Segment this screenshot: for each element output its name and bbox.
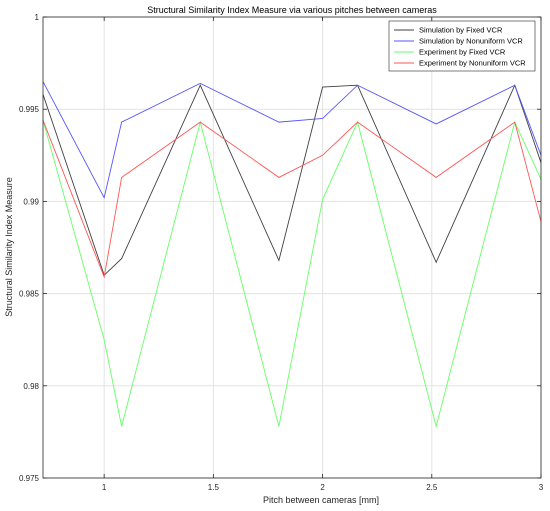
legend: Simulation by Fixed VCR Simulation by Non…: [388, 20, 536, 72]
y-tick-label: 0.995: [19, 105, 40, 114]
series-line-1: [42, 83, 542, 276]
y-tick-label: 0.985: [19, 290, 40, 299]
y-axis-title: Structural Similarity Index Measure: [4, 177, 14, 317]
legend-label: Experiment by Nonuniform VCR: [419, 59, 526, 68]
tick-labels: 1 1.5 2 2.5 3 0.975 0.98 0.985 0.99 0.995 1: [19, 13, 544, 492]
x-tick-label: 1: [102, 483, 107, 492]
chart-title: Structural Similarity Index Measure via …: [147, 5, 437, 15]
legend-label: Simulation by Nonuniform VCR: [419, 37, 523, 46]
y-tick-label: 1: [35, 13, 40, 22]
series-line-3: [42, 120, 542, 429]
series-line-4: [42, 120, 542, 279]
legend-label: Experiment by Fixed VCR: [419, 48, 506, 57]
y-tick-label: 0.99: [23, 197, 39, 206]
plot-area: [43, 17, 541, 478]
y-tick-label: 0.98: [23, 382, 39, 391]
x-tick-label: 3: [539, 483, 544, 492]
plot-background: [43, 17, 541, 478]
x-tick-label: 2.5: [426, 483, 438, 492]
legend-label: Simulation by Fixed VCR: [419, 26, 503, 35]
axes: [42, 16, 542, 479]
y-tick-label: 0.975: [19, 474, 40, 483]
series-lines: [42, 81, 542, 429]
x-tick-label: 1.5: [208, 483, 220, 492]
series-line-2: [42, 81, 542, 199]
axes-box: [42, 16, 542, 479]
x-tick-label: 2: [320, 483, 325, 492]
x-axis-title: Pitch between cameras [mm]: [263, 495, 379, 505]
